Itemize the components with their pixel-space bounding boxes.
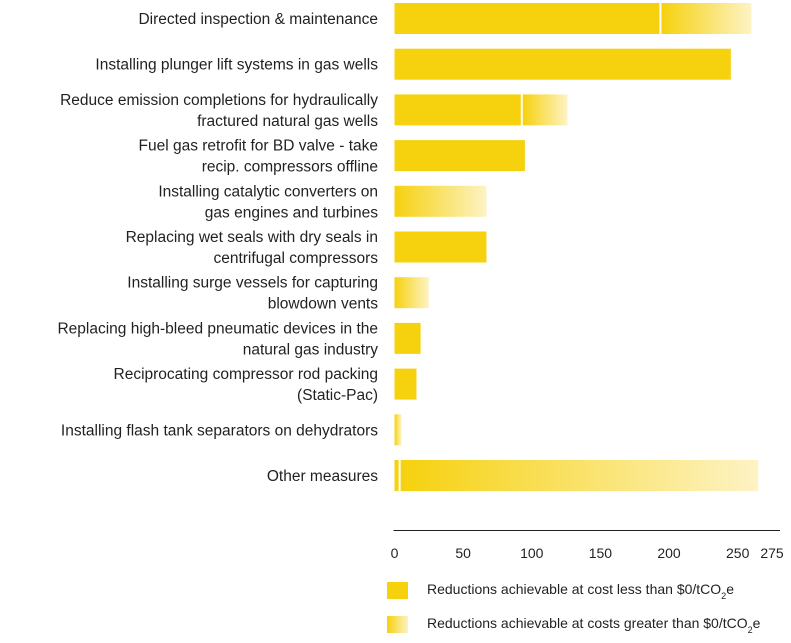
- category-label-line: Installing plunger lift systems in gas w…: [95, 57, 378, 74]
- x-tick-label: 275: [760, 545, 784, 561]
- bar-segment-low-cost: [394, 322, 421, 354]
- x-tick-label: 200: [657, 545, 681, 561]
- category-label-line: Reciprocating compressor rod packing: [114, 366, 378, 383]
- bar-segment-low-cost: [394, 140, 525, 172]
- legend-label-high-cost: Reductions achievable at costs greater t…: [427, 615, 761, 635]
- legend-text-tail: e: [753, 615, 761, 631]
- bar-segment-high-cost: [394, 185, 487, 217]
- category-label: Reciprocating compressor rod packing (Sta…: [114, 366, 378, 404]
- category-label-line: Installing surge vessels for capturing: [127, 275, 378, 292]
- category-label-line: Replacing wet seals with dry seals in: [126, 229, 378, 246]
- x-axis: 0 50 100 150 200 250 275: [391, 530, 784, 561]
- legend-text: Reductions achievable at cost less than …: [427, 581, 721, 597]
- category-label-line: (Static-Pac): [297, 387, 378, 404]
- category-label-line: Other measures: [267, 468, 378, 485]
- legend-label-low-cost: Reductions achievable at cost less than …: [427, 581, 734, 601]
- legend: Reductions achievable at cost less than …: [387, 581, 761, 635]
- category-label-line: Replacing high-bleed pneumatic devices i…: [57, 320, 378, 337]
- x-tick-label: 50: [455, 545, 471, 561]
- category-label: Installing flash tank separators on dehy…: [61, 422, 378, 439]
- x-tick-label: 150: [589, 545, 613, 561]
- category-label-line: Directed inspection & maintenance: [138, 11, 378, 28]
- category-label: Installing plunger lift systems in gas w…: [95, 57, 378, 74]
- category-label-line: Fuel gas retrofit for BD valve - take: [139, 138, 378, 155]
- category-label: Fuel gas retrofit for BD valve - take rec…: [139, 138, 378, 176]
- x-tick-label: 100: [520, 545, 544, 561]
- legend-text: Reductions achievable at costs greater t…: [427, 615, 748, 631]
- bar-segment-low-cost: [394, 48, 731, 80]
- bar-segment-low-cost: [394, 460, 399, 491]
- category-label: Other measures: [267, 468, 378, 485]
- category-label: Installing surge vessels for capturing bl…: [127, 275, 378, 313]
- legend-subscript: 2: [748, 625, 753, 635]
- bar-segment-high-cost: [661, 3, 752, 34]
- bar-segment-low-cost: [394, 94, 521, 126]
- category-label-line: Installing catalytic converters on: [158, 183, 378, 200]
- category-label-line: fractured natural gas wells: [197, 113, 378, 130]
- category-label-line: gas engines and turbines: [205, 204, 378, 221]
- category-label-line: Installing flash tank separators on dehy…: [61, 422, 378, 439]
- bar-segment-high-cost: [394, 277, 429, 309]
- category-label: Replacing wet seals with dry seals in cen…: [126, 229, 379, 267]
- category-label: Installing catalytic converters on gas en…: [158, 183, 378, 221]
- x-tick-label: 250: [726, 545, 750, 561]
- bar-segment-low-cost: [394, 3, 660, 34]
- legend-subscript: 2: [721, 591, 726, 601]
- bar-segment-low-cost: [394, 368, 417, 400]
- bar-segment-high-cost: [522, 94, 568, 126]
- legend-text-tail: e: [726, 581, 734, 597]
- bar-segment-high-cost: [394, 414, 402, 446]
- category-label-line: blowdown vents: [268, 296, 379, 313]
- category-label-line: natural gas industry: [243, 341, 379, 358]
- category-label-line: recip. compressors offline: [202, 159, 378, 176]
- bar-segment-high-cost: [400, 460, 759, 491]
- category-label: Directed inspection & maintenance: [138, 11, 378, 28]
- category-label: Replacing high-bleed pneumatic devices i…: [57, 320, 378, 358]
- legend-swatch-low-cost: [387, 582, 408, 599]
- bars: [394, 3, 759, 491]
- category-label: Reduce emission completions for hydrauli…: [60, 92, 378, 130]
- category-label-line: Reduce emission completions for hydrauli…: [60, 92, 378, 109]
- legend-swatch-high-cost: [387, 616, 408, 633]
- x-tick-label: 0: [391, 545, 399, 561]
- category-label-line: centrifugal compressors: [213, 250, 378, 267]
- category-labels: Directed inspection & maintenance Install…: [57, 11, 378, 485]
- bar-segment-low-cost: [394, 231, 487, 263]
